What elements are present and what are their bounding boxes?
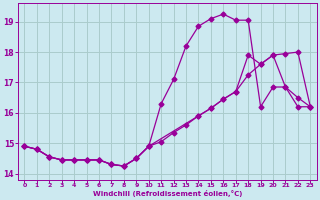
X-axis label: Windchill (Refroidissement éolien,°C): Windchill (Refroidissement éolien,°C)	[93, 190, 242, 197]
